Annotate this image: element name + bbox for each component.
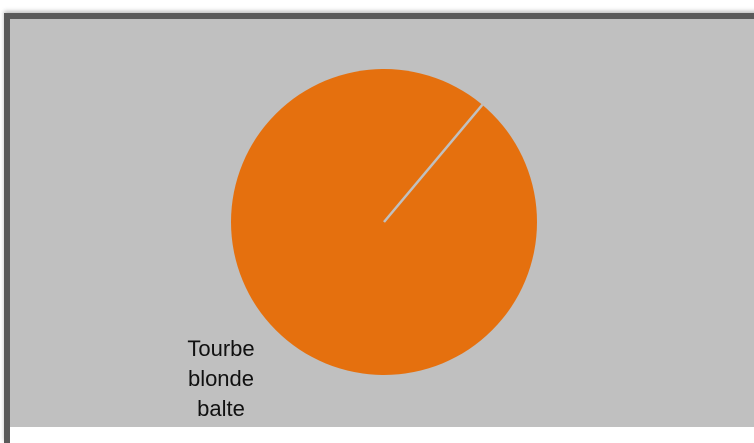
slice-label: Tourbe blonde balte [187,336,254,421]
slice-labels: Tourbe blonde balte [187,336,254,421]
chart-frame [4,13,754,443]
slice-separator [383,103,484,223]
pie-slices [231,69,537,375]
pie-chart: Tourbe blonde balte [187,69,537,421]
